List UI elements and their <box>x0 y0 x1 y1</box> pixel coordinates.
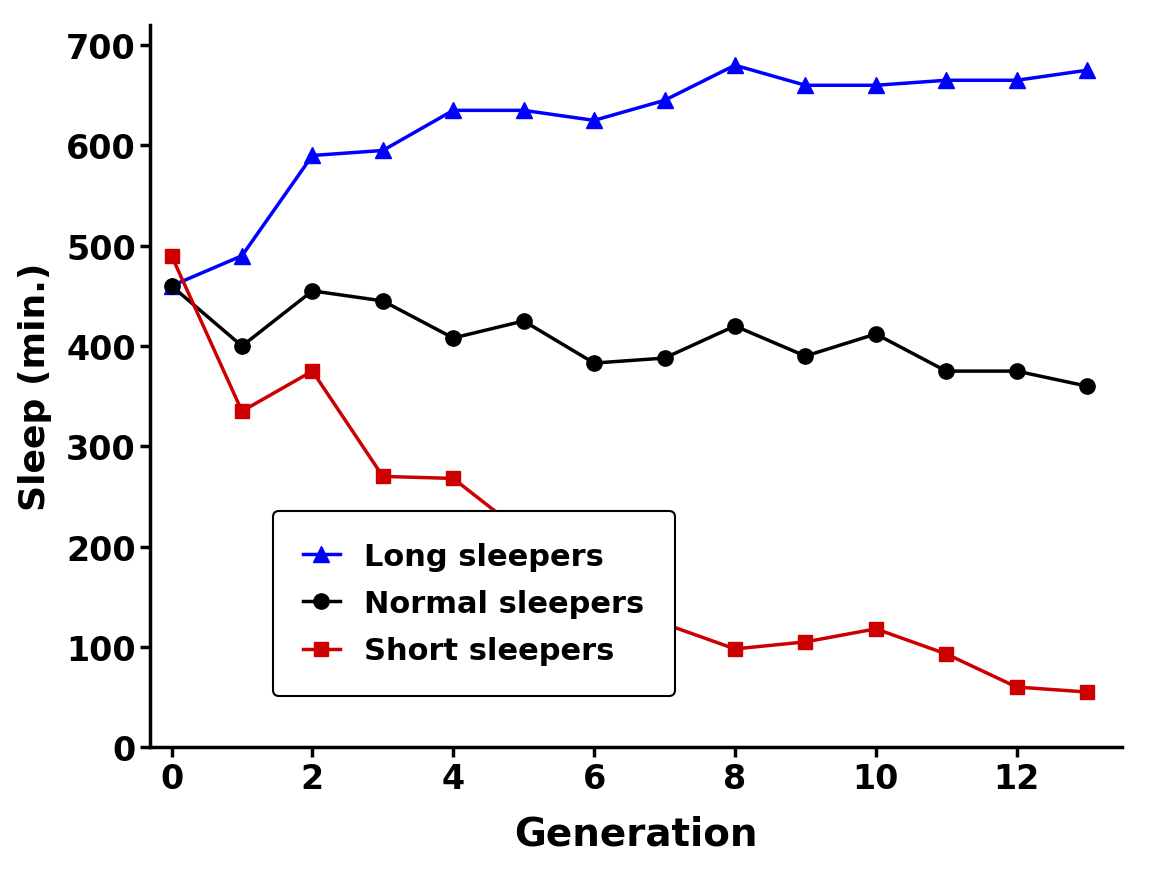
Long sleepers <box>798 81 812 91</box>
Long sleepers <box>235 251 249 262</box>
Short sleepers <box>728 644 742 654</box>
Normal sleepers <box>164 282 178 292</box>
Normal sleepers <box>728 322 742 332</box>
Line: Short sleepers: Short sleepers <box>164 249 1095 700</box>
Long sleepers <box>1081 66 1095 76</box>
Short sleepers <box>939 649 953 660</box>
Legend: Long sleepers, Normal sleepers, Short sleepers: Long sleepers, Normal sleepers, Short sl… <box>273 512 675 696</box>
Normal sleepers <box>657 354 671 364</box>
Y-axis label: Sleep (min.): Sleep (min.) <box>19 262 52 511</box>
Normal sleepers <box>447 334 460 344</box>
Normal sleepers <box>1010 367 1024 377</box>
Short sleepers <box>869 624 883 634</box>
Normal sleepers <box>869 329 883 340</box>
Line: Long sleepers: Long sleepers <box>164 58 1095 295</box>
Long sleepers <box>869 81 883 91</box>
Normal sleepers <box>376 296 390 307</box>
Short sleepers <box>657 619 671 629</box>
Normal sleepers <box>305 286 319 296</box>
Normal sleepers <box>587 358 600 368</box>
X-axis label: Generation: Generation <box>515 814 758 852</box>
Normal sleepers <box>798 351 812 362</box>
Short sleepers <box>1081 687 1095 698</box>
Long sleepers <box>305 151 319 162</box>
Short sleepers <box>517 528 531 539</box>
Normal sleepers <box>517 316 531 327</box>
Normal sleepers <box>1081 381 1095 392</box>
Short sleepers <box>376 472 390 482</box>
Short sleepers <box>164 251 178 262</box>
Short sleepers <box>587 597 600 607</box>
Long sleepers <box>1010 76 1024 86</box>
Line: Normal sleepers: Normal sleepers <box>164 279 1095 395</box>
Long sleepers <box>728 61 742 71</box>
Long sleepers <box>657 96 671 106</box>
Short sleepers <box>798 637 812 647</box>
Normal sleepers <box>939 367 953 377</box>
Short sleepers <box>1010 682 1024 693</box>
Short sleepers <box>235 407 249 417</box>
Long sleepers <box>939 76 953 86</box>
Long sleepers <box>517 106 531 116</box>
Long sleepers <box>587 116 600 127</box>
Short sleepers <box>305 367 319 377</box>
Long sleepers <box>447 106 460 116</box>
Long sleepers <box>164 282 178 292</box>
Short sleepers <box>447 474 460 484</box>
Normal sleepers <box>235 342 249 352</box>
Long sleepers <box>376 146 390 156</box>
